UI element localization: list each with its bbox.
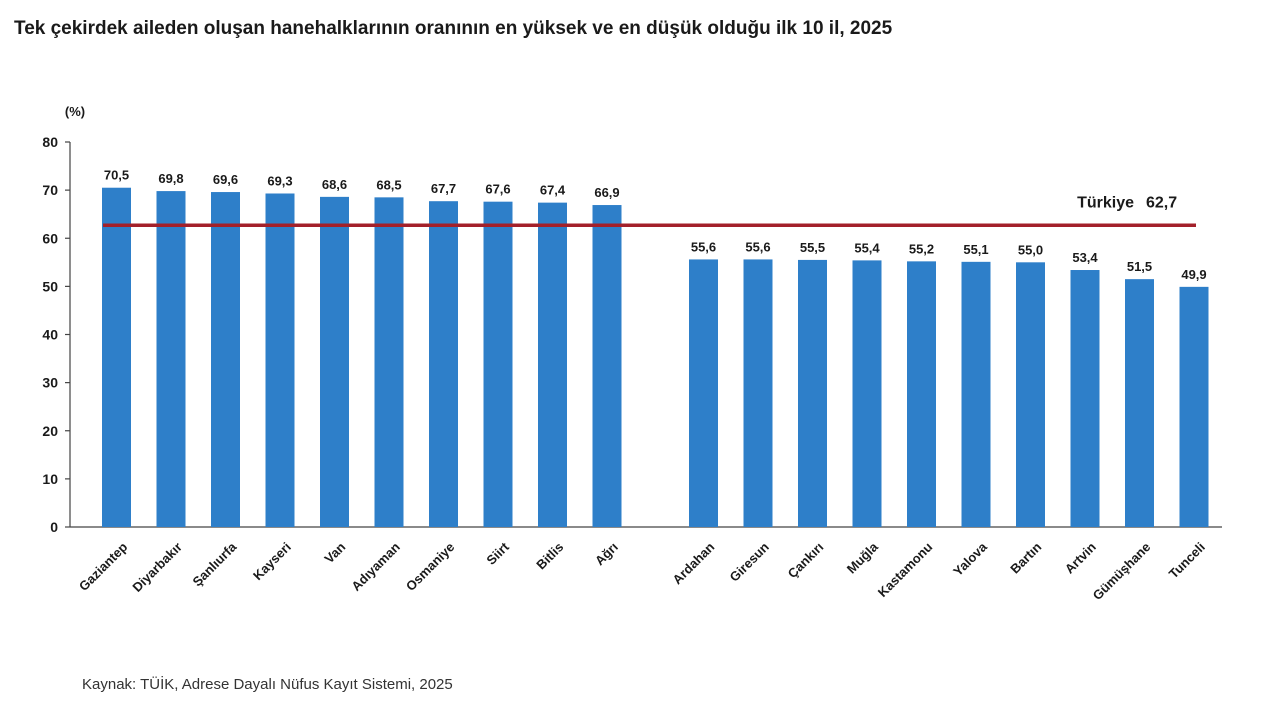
x-tick-label: Çankırı xyxy=(785,539,827,581)
y-tick-label: 0 xyxy=(50,519,58,535)
bar xyxy=(265,193,295,527)
y-tick-label: 70 xyxy=(42,182,58,198)
bar xyxy=(538,202,567,527)
x-tick-label: Osmaniye xyxy=(403,539,458,594)
y-tick-label: 80 xyxy=(42,134,58,150)
y-tick-label: 20 xyxy=(42,423,58,439)
y-tick-label: 40 xyxy=(42,327,58,343)
x-tick-label: Gaziantep xyxy=(76,539,131,594)
data-label: 68,6 xyxy=(322,177,347,192)
x-tick-label: Tunceli xyxy=(1166,539,1208,581)
data-label: 51,5 xyxy=(1127,259,1152,274)
bar xyxy=(961,261,991,527)
bar xyxy=(429,201,458,527)
data-label: 49,9 xyxy=(1181,267,1206,282)
y-axis-unit-label: (%) xyxy=(65,104,85,119)
bar xyxy=(798,259,827,527)
bar xyxy=(907,261,936,527)
x-tick-label: Bitlis xyxy=(533,539,566,572)
data-label: 67,6 xyxy=(485,182,510,197)
data-label: 70,5 xyxy=(104,168,129,183)
data-label: 67,4 xyxy=(540,183,566,198)
data-label: 55,6 xyxy=(745,239,770,254)
bar xyxy=(320,196,349,528)
reference-line-value: 62,7 xyxy=(1146,194,1177,211)
bar xyxy=(156,191,186,527)
x-tick-label: Diyarbakır xyxy=(129,539,185,595)
x-tick-label: Ardahan xyxy=(670,539,718,587)
x-tick-label: Giresun xyxy=(727,539,772,584)
source-note: Kaynak: TÜİK, Adrese Dayalı Nüfus Kayıt … xyxy=(82,676,453,693)
x-tick-label: Yalova xyxy=(950,539,990,579)
bar xyxy=(1179,286,1209,527)
data-label: 55,2 xyxy=(909,241,934,256)
data-label: 53,4 xyxy=(1072,250,1098,265)
bar xyxy=(483,201,513,528)
x-tick-label: Şanlıurfa xyxy=(189,539,239,589)
y-tick-label: 10 xyxy=(42,471,58,487)
bar xyxy=(211,192,240,528)
bar xyxy=(852,260,882,527)
y-tick-label: 60 xyxy=(42,230,58,246)
x-tick-label: Ağrı xyxy=(592,539,621,568)
data-label: 55,1 xyxy=(963,242,988,257)
x-tick-label: Van xyxy=(321,539,348,566)
chart-title: Tek çekirdek aileden oluşan hanehalkları… xyxy=(14,18,893,39)
bar xyxy=(1070,270,1100,527)
data-label: 66,9 xyxy=(594,185,619,200)
x-tick-label: Artvin xyxy=(1062,539,1099,576)
bar xyxy=(1125,279,1154,527)
x-tick-label: Kayseri xyxy=(250,539,294,583)
y-tick-label: 30 xyxy=(42,375,58,391)
bar xyxy=(102,187,131,527)
x-tick-label: Bartın xyxy=(1007,539,1044,576)
data-label: 69,3 xyxy=(267,173,292,188)
data-label: 55,0 xyxy=(1018,242,1043,257)
bar xyxy=(743,259,773,527)
bar xyxy=(1016,262,1045,527)
data-label: 55,6 xyxy=(691,239,716,254)
reference-line-name: Türkiye xyxy=(1077,194,1134,211)
bar xyxy=(374,197,404,527)
x-tick-label: Kastamonu xyxy=(875,539,936,600)
data-label: 55,5 xyxy=(800,240,825,255)
x-tick-label: Siirt xyxy=(483,539,512,568)
data-label: 69,6 xyxy=(213,172,238,187)
bar xyxy=(592,205,622,527)
data-label: 55,4 xyxy=(854,240,880,255)
data-label: 69,8 xyxy=(158,171,183,186)
y-tick-label: 50 xyxy=(42,278,58,294)
x-tick-label: Muğla xyxy=(844,539,882,577)
bar xyxy=(689,259,718,527)
x-tick-label: Gümüşhane xyxy=(1090,539,1154,603)
data-label: 68,5 xyxy=(376,177,401,192)
data-label: 67,7 xyxy=(431,181,456,196)
x-tick-label: Adıyaman xyxy=(348,539,403,594)
